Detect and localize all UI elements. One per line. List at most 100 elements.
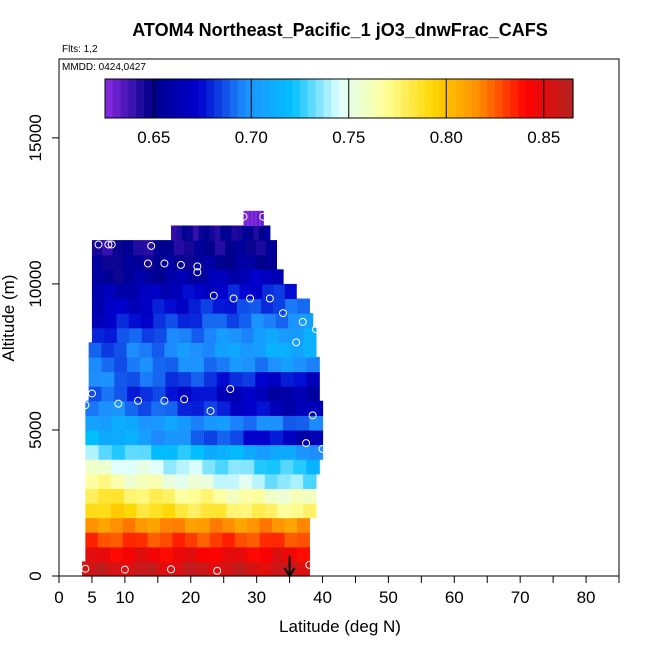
heatmap-cell [85, 429, 100, 446]
colorbar-segment [128, 79, 137, 118]
heatmap-cell [148, 283, 161, 300]
heatmap-cell [256, 429, 271, 446]
colorbar-segment [378, 79, 387, 118]
y-axis-label: Altitude (m) [0, 275, 18, 362]
heatmap-cell [145, 561, 159, 577]
colorbar-segment [487, 79, 496, 118]
heatmap-cell [290, 488, 304, 504]
heatmap-cell [177, 429, 192, 446]
colorbar-tick-label: 0.75 [332, 128, 365, 147]
heatmap-cell [128, 298, 141, 314]
heatmap-cell [251, 269, 263, 285]
heatmap-cell [290, 342, 304, 358]
heatmap-cell [177, 415, 192, 431]
colorbar-segment [190, 79, 200, 118]
colorbar-segment [432, 79, 441, 118]
heatmap-cell [187, 502, 202, 519]
heatmap-cell [192, 225, 200, 241]
heatmap-cell [189, 459, 203, 475]
heatmap-cell [187, 473, 202, 489]
colorbar-segment [409, 79, 418, 118]
heatmap-cell [191, 356, 205, 373]
heatmap-cell [283, 400, 297, 416]
heatmap-cell [149, 502, 163, 519]
sample-points [81, 212, 327, 575]
heatmap-cell [306, 459, 320, 475]
heatmap-cell [127, 371, 141, 387]
heatmap-cell [190, 415, 205, 431]
heatmap-cell [173, 240, 185, 256]
heatmap-cell [242, 371, 256, 387]
heatmap-cell [277, 473, 291, 489]
colorbar-segment [463, 79, 473, 118]
heatmap-cell [111, 444, 126, 460]
heatmap-cell [229, 356, 243, 373]
heatmap-cell [139, 371, 154, 387]
heatmap-cell [258, 561, 273, 577]
heatmap-cell [205, 283, 218, 300]
heatmap-cell [91, 269, 104, 285]
heatmap-cell [140, 313, 154, 329]
sample-point [279, 309, 287, 318]
heatmap-cell [187, 225, 194, 241]
x-tick-label: 60 [445, 588, 464, 607]
heatmap-cell [231, 225, 238, 241]
flights-label: Flts: 1,2 [62, 44, 98, 55]
heatmap-cell [271, 561, 285, 577]
heatmap-cell [94, 561, 108, 577]
heatmap-cell [175, 502, 189, 519]
sample-point [318, 444, 327, 453]
heatmap-cell [213, 473, 227, 489]
heatmap-cell [137, 283, 150, 300]
heatmap-cell [126, 342, 140, 358]
heatmap-cell [202, 313, 216, 329]
sample-point [239, 212, 248, 221]
heatmap-cell [214, 225, 222, 241]
heatmap-cell [97, 546, 111, 562]
heatmap-cell [229, 386, 243, 402]
heatmap-cell [262, 210, 264, 227]
heatmap-cell [102, 269, 114, 285]
heatmap-cell [203, 225, 211, 241]
heatmap-cell [259, 517, 273, 533]
heatmap-cell [245, 254, 257, 270]
heatmap-cell [251, 473, 266, 489]
heatmap-cell [101, 386, 115, 402]
heatmap-cell [85, 415, 100, 431]
heatmap-cell [277, 488, 291, 504]
colorbar-segment [253, 79, 262, 118]
dates-label: MMDD: 0424,0427 [62, 62, 146, 73]
heatmap-cell [247, 225, 254, 241]
heatmap-cell [259, 546, 273, 562]
heatmap-cell [132, 240, 144, 256]
heatmap-cell [204, 254, 216, 270]
heatmap-cell [187, 488, 202, 504]
heatmap-cell [151, 400, 166, 416]
sample-point [292, 338, 301, 347]
heatmap-cell [162, 502, 176, 519]
heatmap-cell [138, 415, 152, 431]
heatmap-cell [208, 561, 222, 577]
heatmap-cell [225, 254, 237, 270]
heatmap-cell [267, 459, 281, 475]
colorbar-segment [245, 79, 254, 118]
heatmap-cell [145, 269, 157, 285]
heatmap-cell [255, 210, 258, 227]
heatmap-cell [254, 210, 257, 227]
heatmap-cell [184, 546, 198, 562]
heatmap-cell [209, 225, 216, 241]
heatmap-cell [184, 532, 198, 548]
heatmap-cell [309, 429, 324, 446]
heatmap-cell [147, 517, 161, 533]
heatmap-cell [275, 313, 289, 329]
heatmap-cell [253, 225, 260, 241]
heatmap-cell [110, 532, 124, 548]
heatmap-cell [296, 429, 310, 446]
sample-point [143, 259, 152, 268]
heatmap-cell [290, 502, 304, 519]
heatmap-cell [195, 561, 209, 577]
sample-point [259, 212, 268, 221]
heatmap-cell [257, 210, 260, 227]
heatmap-cell [164, 444, 179, 460]
